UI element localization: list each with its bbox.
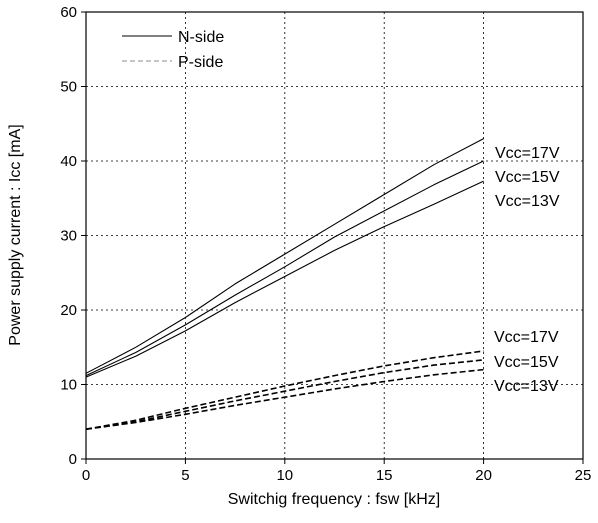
annotation-p-side: Vcc=13V <box>494 378 559 395</box>
series-line-p-side <box>85 350 484 430</box>
annotation-n-side: Vcc=17V <box>495 145 560 162</box>
x-tick-label: 15 <box>376 467 393 484</box>
series-lines <box>85 138 484 430</box>
x-tick-label: 25 <box>575 467 592 484</box>
legend-label: P-side <box>178 54 223 71</box>
series-line-n-side <box>85 180 484 378</box>
y-tick-label: 40 <box>60 153 77 170</box>
x-tick-label: 20 <box>475 467 492 484</box>
annotation-n-side: Vcc=13V <box>495 193 560 210</box>
series-line-n-side <box>85 160 484 377</box>
legend: N-side P-side <box>122 29 224 71</box>
x-tick-label: 5 <box>181 467 189 484</box>
y-tick-label: 60 <box>60 4 77 21</box>
x-tick-label: 10 <box>276 467 293 484</box>
annotations: Vcc=17V Vcc=15V Vcc=13V Vcc=17V Vcc=15V Vcc=1… <box>494 145 560 395</box>
x-axis-title: Switchig frequency : fsw [kHz] <box>228 491 441 508</box>
y-tick-label: 30 <box>60 228 77 245</box>
series-line-p-side <box>85 359 484 430</box>
x-tick-label: 0 <box>82 467 90 484</box>
y-tick-label: 20 <box>60 302 77 319</box>
y-tick-label: 10 <box>60 377 77 394</box>
annotation-n-side: Vcc=15V <box>495 169 560 186</box>
series-line-n-side <box>85 138 484 374</box>
ticks: 0 5 10 15 20 25 0 10 20 30 40 50 60 <box>60 4 591 484</box>
y-tick-label: 0 <box>69 451 77 468</box>
series-line-p-side <box>85 368 484 430</box>
annotation-p-side: Vcc=17V <box>494 329 559 346</box>
annotation-p-side: Vcc=15V <box>494 354 559 371</box>
y-tick-label: 50 <box>60 79 77 96</box>
y-axis-title: Power supply current : Icc [mA] <box>7 124 24 345</box>
legend-label: N-side <box>178 29 224 46</box>
